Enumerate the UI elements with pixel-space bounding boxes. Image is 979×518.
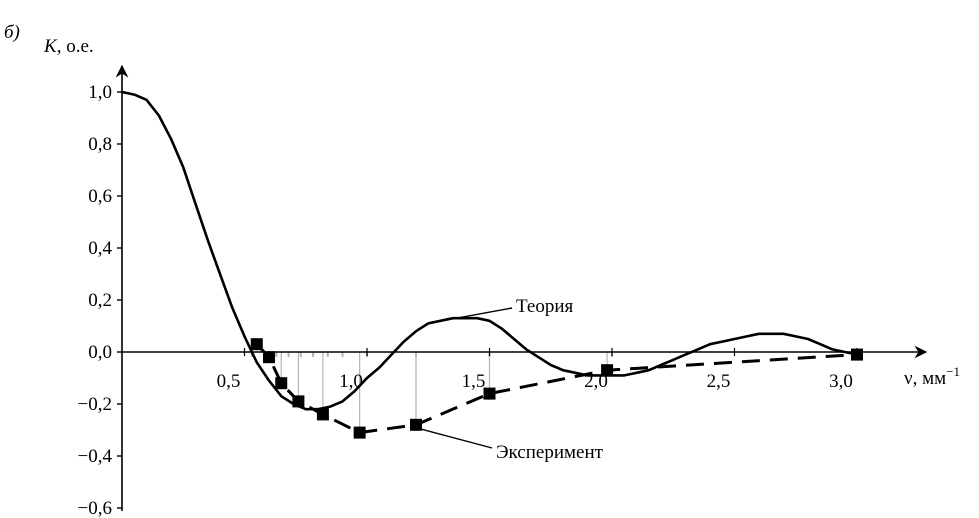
series-line-experiment	[255, 343, 858, 435]
x-tick-label: 2,5	[707, 371, 731, 392]
annotation-experiment: Эксперимент	[496, 442, 604, 463]
data-point	[483, 387, 496, 400]
y-tick-label: −0,6	[78, 498, 112, 518]
series-line-theory	[121, 90, 858, 411]
series-layer	[121, 90, 863, 439]
axis-ticks: 1,0 0,8 0,6 0,4 0,2 0,0 −0,2 −0,4 −0,6 0,5 1,0 1,5 2…	[78, 82, 858, 518]
data-point	[353, 426, 366, 439]
drop-lines	[250, 352, 858, 433]
x-tick-label: 1,0	[339, 371, 363, 392]
y-tick-label: 0,2	[88, 290, 112, 311]
y-axis-label-variable: K	[43, 36, 58, 57]
y-axis-label: K, о.е.	[43, 36, 94, 57]
annotation-theory: Теория	[516, 296, 573, 317]
data-point	[263, 351, 275, 364]
x-tick-label: 1,5	[462, 371, 486, 392]
y-tick-label: 0,6	[88, 186, 112, 207]
annotations: Теория Эксперимент	[419, 296, 604, 463]
x-tick-label: 0,5	[217, 371, 241, 392]
y-tick-label: 0,0	[88, 342, 112, 363]
y-axis-label-unit: , о.е.	[57, 36, 94, 57]
data-point	[601, 364, 614, 377]
data-point	[851, 348, 863, 361]
y-tick-label: 0,4	[88, 238, 112, 259]
x-tick-label: 3,0	[829, 371, 853, 392]
data-point	[316, 408, 329, 421]
annotation-leader	[419, 428, 493, 449]
y-tick-label: −0,4	[78, 446, 113, 467]
x-axis-label-superscript: −1	[946, 364, 960, 379]
data-point	[275, 377, 288, 390]
data-point	[292, 395, 305, 408]
y-tick-label: 1,0	[88, 82, 112, 103]
data-point	[250, 338, 263, 351]
annotation-leader	[445, 307, 513, 321]
x-axis-label-text: ν, мм	[904, 368, 946, 389]
x-axis-label: ν, мм−1	[904, 364, 960, 389]
y-tick-label: 0,8	[88, 134, 112, 155]
panel-label: б)	[4, 22, 20, 43]
data-point	[410, 418, 422, 431]
y-tick-label: −0,2	[78, 394, 112, 415]
